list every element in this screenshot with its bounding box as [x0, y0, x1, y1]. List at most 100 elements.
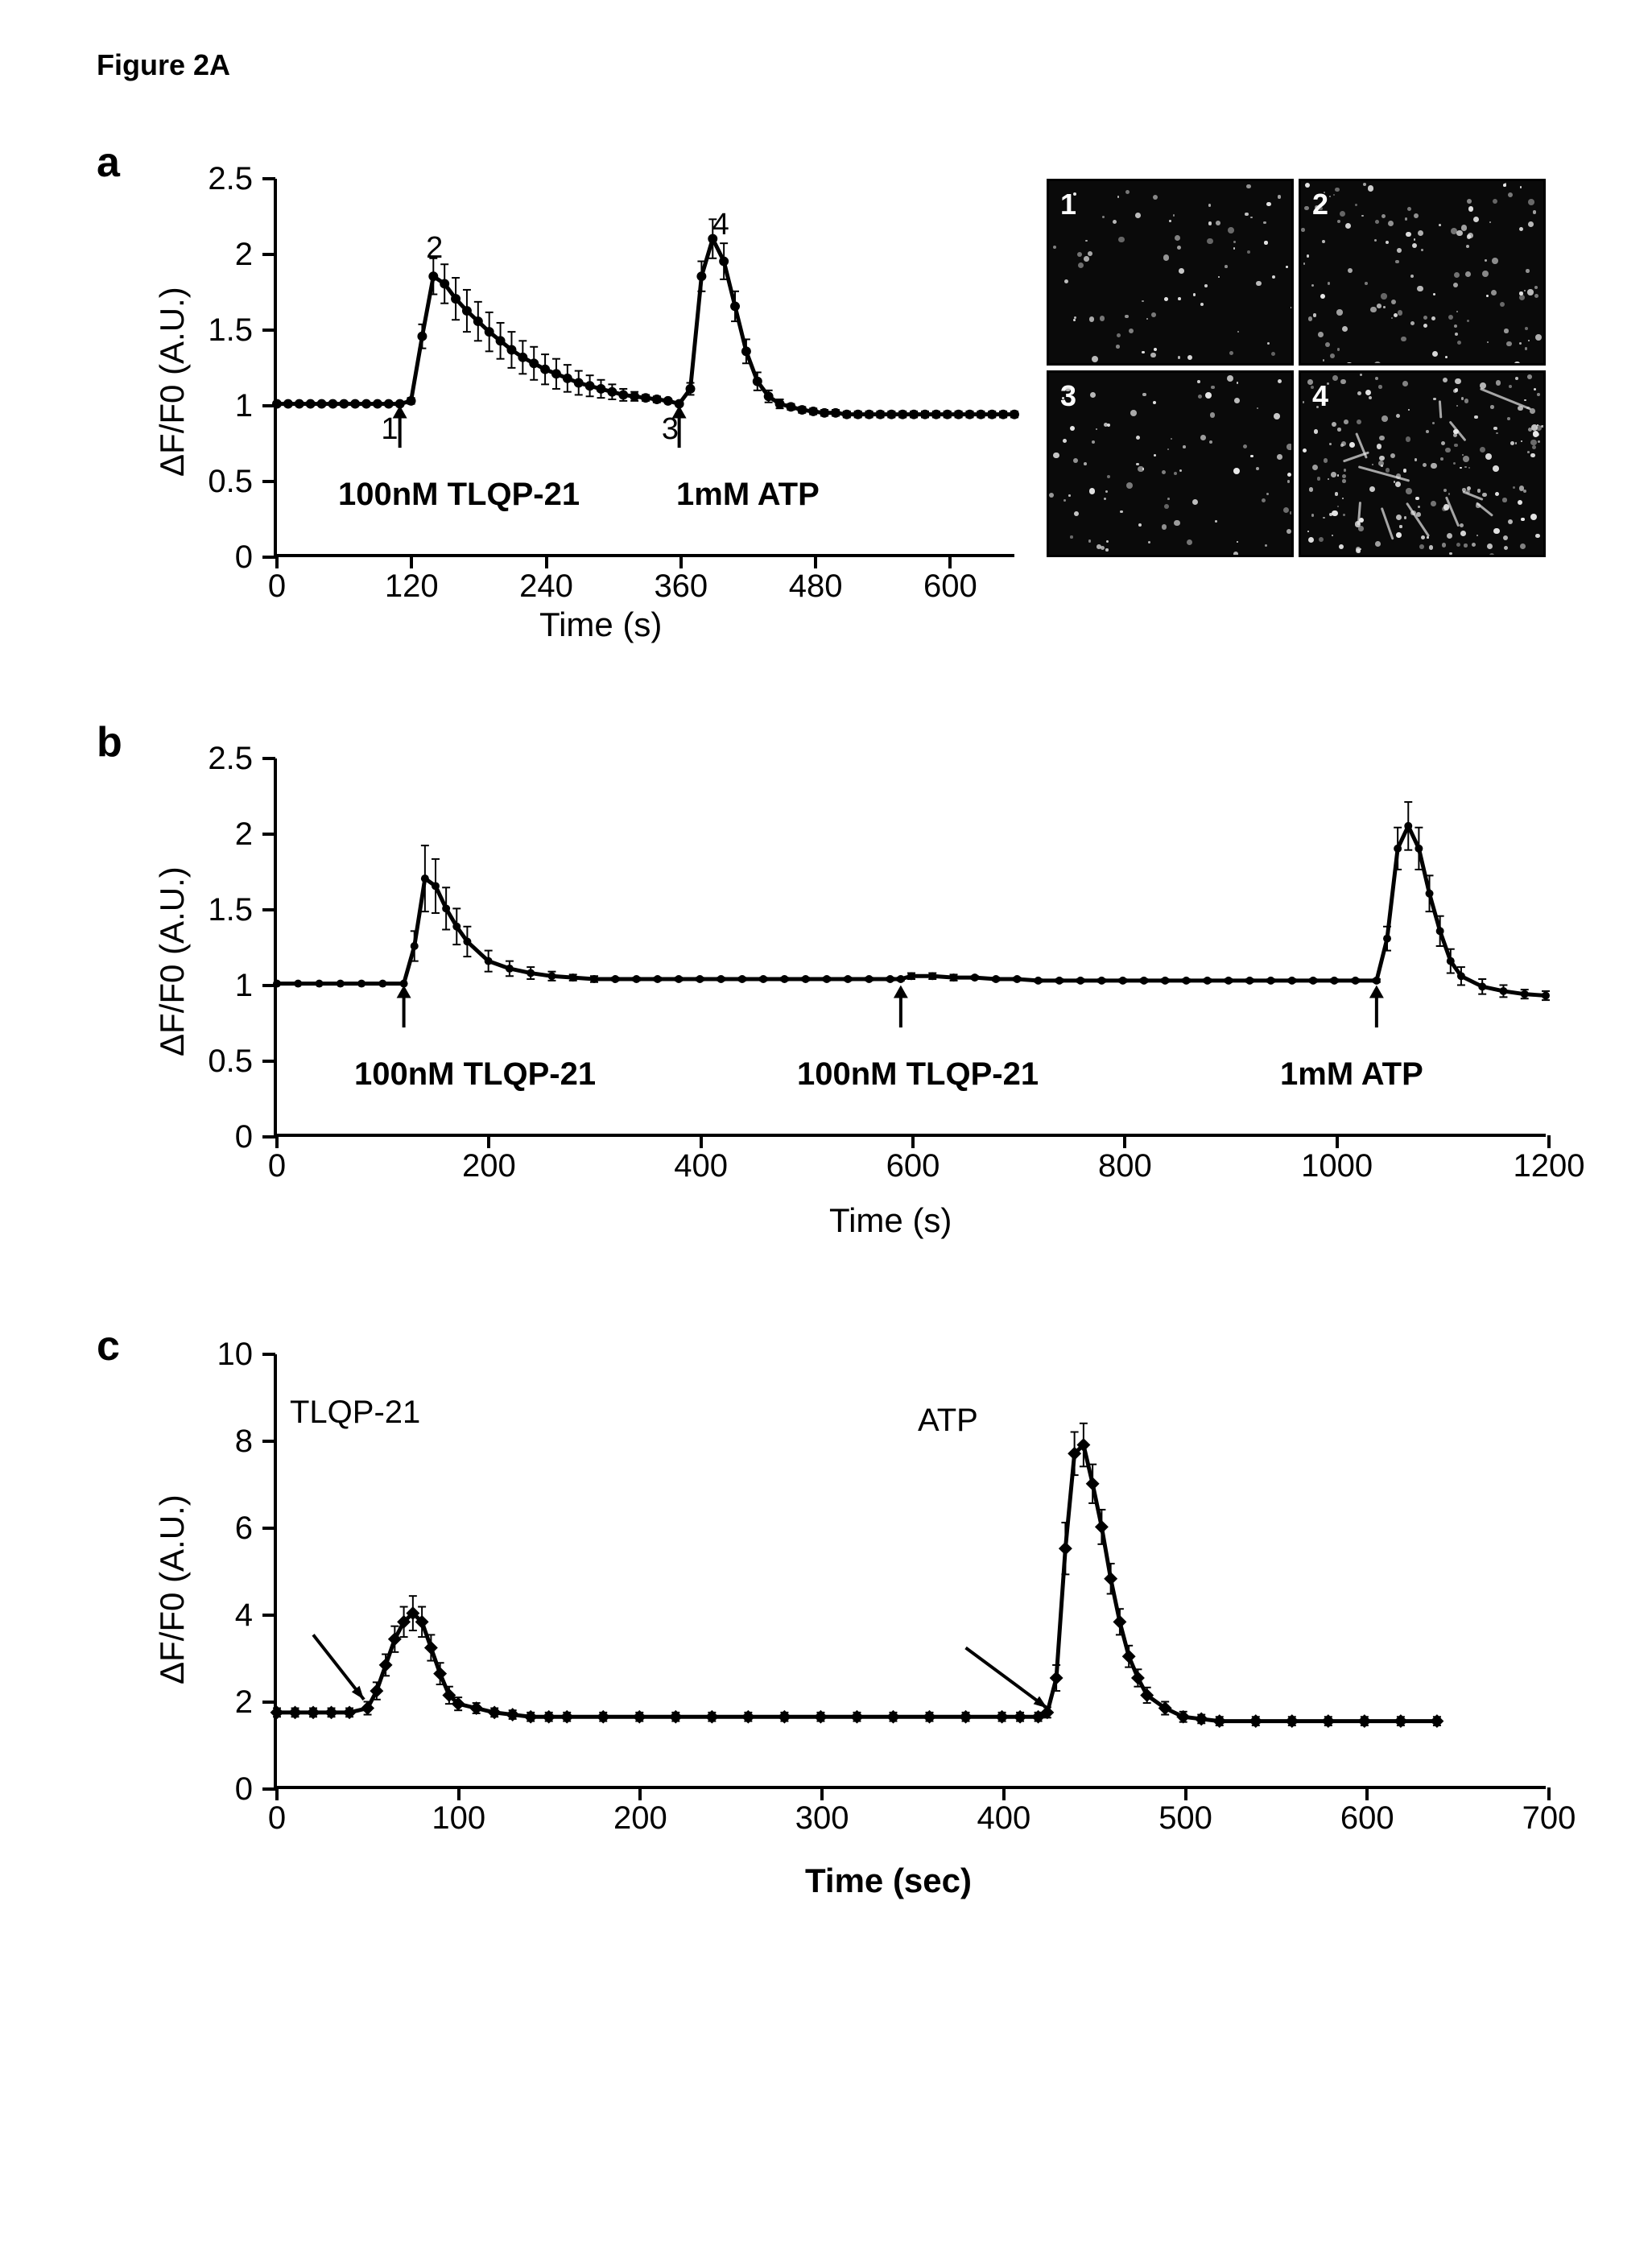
- chart-c-annotation-2: ATP: [918, 1403, 978, 1439]
- speck: [1453, 283, 1458, 287]
- speck: [1410, 275, 1414, 278]
- panel-a-label: a: [97, 138, 120, 187]
- speck: [1527, 451, 1530, 453]
- speck: [1510, 441, 1514, 445]
- speck: [1406, 488, 1412, 494]
- ytick-label: 2: [204, 238, 253, 271]
- xtick-label: 1200: [1509, 1150, 1589, 1182]
- xtick: [457, 1787, 460, 1800]
- panel-b: b 00.511.522.5020040060080010001200 ΔF/F…: [97, 718, 1555, 1298]
- speck: [1423, 316, 1428, 320]
- speck: [1142, 393, 1146, 396]
- speck: [1365, 282, 1368, 285]
- ytick-label: 2.5: [204, 163, 253, 195]
- speck: [1151, 312, 1156, 317]
- speck: [1388, 221, 1394, 226]
- speck: [1447, 533, 1452, 539]
- speck: [1381, 214, 1386, 218]
- speck: [1530, 514, 1537, 520]
- speck: [1414, 238, 1415, 240]
- speck: [1496, 432, 1497, 434]
- xtick-label: 100: [419, 1802, 499, 1834]
- speck: [1125, 190, 1130, 194]
- speck: [1419, 544, 1424, 549]
- speck: [1324, 458, 1328, 462]
- speck: [1287, 473, 1291, 477]
- speck: [1504, 329, 1509, 333]
- speck: [1106, 540, 1109, 543]
- speck: [1247, 250, 1251, 254]
- peak-number: 4: [712, 208, 729, 242]
- speck: [1171, 438, 1172, 440]
- micrograph-2: 2: [1299, 179, 1546, 366]
- speck: [1403, 469, 1407, 473]
- speck: [1369, 396, 1372, 399]
- xtick-label: 600: [910, 570, 990, 602]
- figure-title: Figure 2A: [97, 48, 1555, 82]
- speck: [1162, 524, 1167, 529]
- xtick: [487, 1135, 490, 1148]
- ytick-label: 1: [204, 390, 253, 422]
- speck: [1528, 340, 1530, 341]
- ytick: [262, 1353, 275, 1356]
- speck: [1228, 227, 1234, 233]
- speck: [1468, 233, 1473, 238]
- speck: [1329, 443, 1332, 445]
- xtick: [1123, 1135, 1126, 1148]
- speck: [1508, 519, 1513, 524]
- speck: [1332, 375, 1338, 381]
- speck: [1148, 541, 1150, 543]
- speck: [1316, 406, 1319, 408]
- speck: [1386, 241, 1389, 244]
- speck: [1287, 480, 1291, 483]
- chart-b-annotation-3: 1mM ATP: [1280, 1056, 1423, 1093]
- xtick-label: 500: [1146, 1802, 1226, 1834]
- speck: [1142, 300, 1144, 303]
- speck: [1209, 440, 1212, 444]
- xtick: [1365, 1787, 1369, 1800]
- xtick-label: 700: [1509, 1802, 1589, 1834]
- speck: [1455, 333, 1458, 336]
- speck: [1136, 436, 1140, 440]
- speck: [1267, 342, 1270, 345]
- speck: [1107, 424, 1110, 427]
- speck: [1391, 300, 1396, 304]
- ytick-label: 4: [204, 1599, 253, 1631]
- speck: [1256, 467, 1259, 470]
- speck: [1303, 262, 1306, 265]
- ytick: [262, 1060, 275, 1063]
- speck: [1355, 204, 1357, 206]
- speck: [1325, 342, 1330, 347]
- xtick: [700, 1135, 703, 1148]
- speck: [1286, 444, 1293, 450]
- speck: [1526, 269, 1530, 273]
- speck: [1225, 265, 1228, 268]
- speck: [1233, 468, 1240, 474]
- speck: [1337, 220, 1340, 223]
- speck: [1415, 458, 1418, 461]
- speck: [1307, 531, 1309, 532]
- speck: [1429, 545, 1434, 550]
- speck: [1528, 428, 1532, 432]
- xtick: [1336, 1135, 1339, 1148]
- ytick: [262, 177, 275, 180]
- speck: [1136, 463, 1138, 465]
- speck: [1053, 453, 1059, 458]
- speck: [1489, 553, 1494, 557]
- speck: [1473, 217, 1479, 222]
- speck: [1146, 318, 1149, 320]
- xtick: [275, 556, 279, 568]
- speck: [1169, 220, 1171, 221]
- speck: [1322, 240, 1325, 243]
- xtick-label: 1000: [1297, 1150, 1377, 1182]
- speck: [1496, 380, 1501, 386]
- speck: [1530, 453, 1534, 457]
- speck: [1398, 310, 1403, 316]
- speck: [1278, 379, 1282, 383]
- speck: [1208, 221, 1212, 225]
- ytick-label: 0.5: [204, 1045, 253, 1077]
- speck: [1068, 494, 1070, 496]
- xtick: [948, 556, 952, 568]
- micrograph-4-number: 4: [1312, 379, 1328, 413]
- xtick: [911, 1135, 915, 1148]
